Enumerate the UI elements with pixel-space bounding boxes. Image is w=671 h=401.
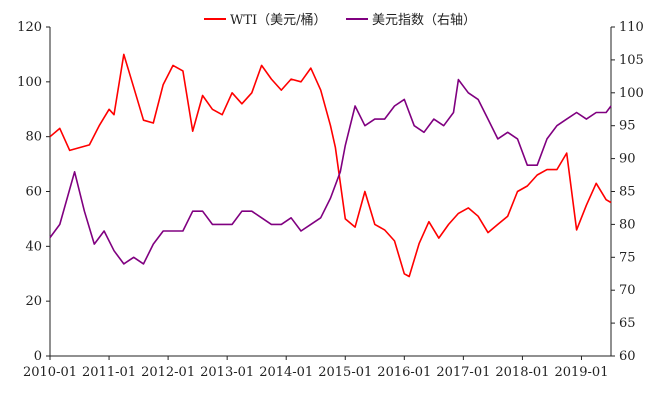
right-tick-label: 80 <box>619 217 636 232</box>
legend-label-wti: WTI（美元/桶） <box>230 13 327 28</box>
right-tick-label: 65 <box>619 316 636 331</box>
left-tick-label: 0 <box>34 349 42 364</box>
right-tick-label: 60 <box>619 349 636 364</box>
x-tick-label: 2010-01 <box>23 365 77 380</box>
right-tick-label: 95 <box>619 119 636 134</box>
x-tick-label: 2016-01 <box>377 365 431 380</box>
right-tick-label: 75 <box>619 250 636 265</box>
legend-label-usd-index: 美元指数（右轴） <box>372 13 476 28</box>
x-tick-label: 2011-01 <box>82 365 136 380</box>
x-tick-label: 2013-01 <box>200 365 254 380</box>
legend: WTI（美元/桶） 美元指数（右轴） <box>204 13 476 28</box>
left-tick-label: 120 <box>17 20 42 35</box>
left-tick-label: 100 <box>17 75 42 90</box>
x-tick-label: 2014-01 <box>259 365 313 380</box>
right-tick-label: 85 <box>619 185 636 200</box>
series-line-usd-index <box>49 78 612 265</box>
x-tick-label: 2012-01 <box>141 365 195 380</box>
plot-area <box>49 53 612 278</box>
x-tick-label: 2019-01 <box>554 365 608 380</box>
x-tick-label: 2017-01 <box>436 365 490 380</box>
right-tick-label: 105 <box>619 53 644 68</box>
left-tick-label: 60 <box>25 185 42 200</box>
x-tick-label: 2018-01 <box>495 365 549 380</box>
right-tick-label: 110 <box>619 20 644 35</box>
right-tick-label: 90 <box>619 152 636 167</box>
left-tick-label: 40 <box>25 239 42 254</box>
left-tick-label: 80 <box>25 130 42 145</box>
axes: 0 20 40 60 80 100 120 60 65 70 75 80 85 90 95 100 105 110… <box>17 20 644 380</box>
left-tick-label: 20 <box>25 294 42 309</box>
right-tick-label: 70 <box>619 283 636 298</box>
series-line-wti <box>49 53 612 278</box>
right-tick-label: 100 <box>619 86 644 101</box>
x-tick-label: 2015-01 <box>318 365 372 380</box>
